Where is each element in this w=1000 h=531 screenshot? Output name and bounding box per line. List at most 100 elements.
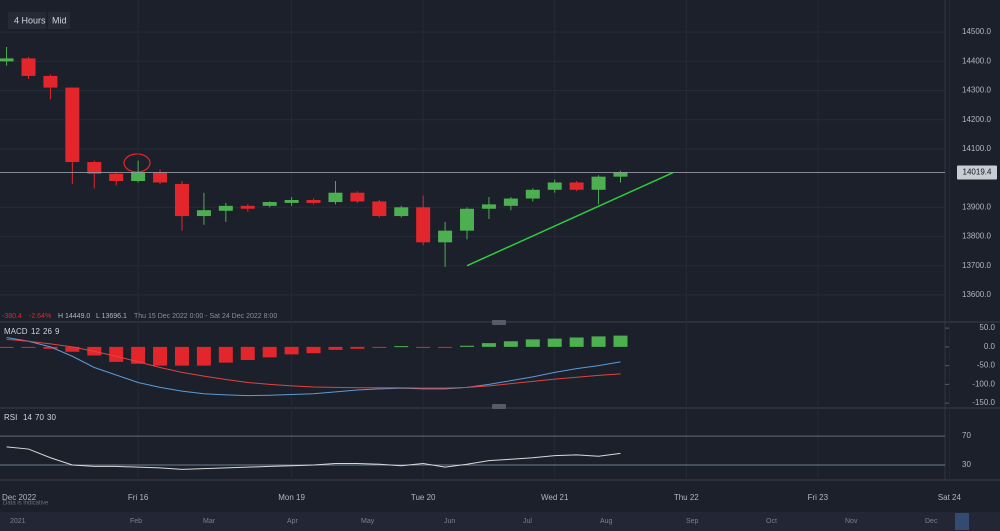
candle-body bbox=[525, 189, 540, 199]
histogram-bar bbox=[196, 346, 211, 366]
navigator-label: Dec bbox=[925, 518, 938, 525]
candle-body bbox=[240, 205, 255, 209]
x-tick-label: Sat 24 bbox=[938, 493, 962, 502]
x-tick-label: Wed 21 bbox=[541, 493, 569, 502]
info-low: L 13696.1 bbox=[96, 313, 127, 320]
candle-body bbox=[65, 87, 80, 163]
candle-body bbox=[569, 182, 584, 190]
histogram-bar bbox=[372, 346, 387, 348]
candle-body bbox=[196, 210, 211, 217]
candle-body bbox=[394, 207, 409, 217]
y-tick-label: 14200.0 bbox=[962, 115, 991, 124]
candle-body bbox=[262, 202, 277, 206]
histogram-bar bbox=[481, 343, 496, 347]
y-tick-label: 14300.0 bbox=[962, 86, 991, 95]
data-note: Data is indicative bbox=[3, 501, 49, 507]
x-tick-label: Tue 20 bbox=[411, 493, 436, 502]
price-type-label[interactable]: Mid bbox=[52, 15, 67, 25]
trendline bbox=[466, 171, 674, 267]
y-tick-label: 14100.0 bbox=[962, 144, 991, 153]
indicator-param: 9 bbox=[55, 327, 60, 336]
navigator-label: Nov bbox=[845, 518, 858, 525]
histogram-bar bbox=[547, 338, 562, 347]
candle-body bbox=[372, 201, 387, 217]
histogram-bar bbox=[0, 346, 14, 348]
navigator[interactable] bbox=[0, 512, 1000, 531]
histogram-bar bbox=[306, 346, 321, 354]
histogram-bar bbox=[591, 336, 606, 347]
histogram-bar bbox=[109, 346, 124, 362]
candle-body bbox=[87, 162, 102, 174]
signal-line bbox=[6, 338, 621, 389]
histogram-bar bbox=[503, 341, 518, 347]
candle-body bbox=[174, 183, 189, 217]
last-price-box bbox=[957, 165, 997, 180]
histogram-bar bbox=[569, 337, 584, 347]
info-change: -380.4 bbox=[2, 313, 22, 320]
navigator-window[interactable] bbox=[955, 513, 969, 530]
interval-button[interactable] bbox=[8, 12, 46, 29]
indicator-param: 30 bbox=[47, 413, 56, 422]
histogram-bar bbox=[525, 339, 540, 347]
indicator-param: 12 bbox=[31, 327, 40, 336]
candle-body bbox=[460, 208, 475, 231]
indicator-title: RSI bbox=[4, 413, 17, 422]
x-tick-label: Dec 2022 bbox=[2, 493, 37, 502]
x-tick-label: Mon 19 bbox=[278, 493, 305, 502]
macd-line bbox=[6, 337, 621, 397]
histogram-bar bbox=[328, 346, 343, 350]
histogram-bar bbox=[438, 346, 453, 348]
navigator-label: Jul bbox=[523, 518, 532, 525]
indicator-title: MACD bbox=[4, 327, 28, 336]
navigator-label: Oct bbox=[766, 518, 777, 525]
resize-handle[interactable] bbox=[492, 320, 506, 325]
histogram-bar bbox=[350, 346, 365, 349]
info-high: H 14449.0 bbox=[58, 313, 90, 320]
info-range: Thu 15 Dec 2022 0:00 - Sat 24 Dec 2022 8… bbox=[134, 313, 277, 320]
candle-body bbox=[0, 58, 14, 62]
navigator-label: Mar bbox=[203, 518, 216, 525]
indicator-param: 14 bbox=[23, 413, 32, 422]
candle-body bbox=[591, 176, 606, 190]
candle-body bbox=[547, 182, 562, 190]
navigator-label: Jun bbox=[444, 518, 455, 525]
histogram-bar bbox=[21, 346, 36, 348]
candle-body bbox=[613, 172, 628, 177]
navigator-label: Sep bbox=[686, 518, 699, 525]
y-tick-label: 30 bbox=[962, 460, 971, 469]
candle-body bbox=[438, 230, 453, 243]
candle-body bbox=[306, 200, 321, 203]
histogram-bar bbox=[394, 346, 409, 348]
y-tick-label: -100.0 bbox=[972, 379, 995, 388]
candle-body bbox=[284, 200, 299, 203]
y-tick-label: 14500.0 bbox=[962, 27, 991, 36]
histogram-bar bbox=[218, 346, 233, 363]
resize-handle[interactable] bbox=[492, 404, 506, 409]
indicator-param: 70 bbox=[35, 413, 44, 422]
highlight-circle bbox=[123, 153, 151, 173]
y-tick-label: -150.0 bbox=[972, 398, 995, 407]
navigator-label: May bbox=[361, 518, 375, 525]
candle-body bbox=[43, 75, 58, 88]
info-change-percent: -2.64% bbox=[29, 313, 51, 320]
histogram-bar bbox=[262, 346, 277, 358]
y-tick-label: 14400.0 bbox=[962, 56, 991, 65]
y-tick-label: 13900.0 bbox=[962, 202, 991, 211]
interval-label[interactable]: 4 Hours bbox=[14, 15, 46, 25]
y-tick-label: 70 bbox=[962, 431, 971, 440]
candle-body bbox=[503, 198, 518, 206]
y-tick-label: -50.0 bbox=[977, 361, 996, 370]
candle-body bbox=[416, 207, 431, 243]
histogram-bar bbox=[284, 346, 299, 355]
price-type-button[interactable] bbox=[48, 12, 70, 29]
y-tick-label: 13600.0 bbox=[962, 290, 991, 299]
candle-body bbox=[350, 192, 365, 202]
navigator-label: 2021 bbox=[10, 518, 26, 525]
y-tick-label: 13700.0 bbox=[962, 261, 991, 270]
candle-body bbox=[131, 172, 146, 182]
histogram-bar bbox=[65, 346, 80, 352]
histogram-bar bbox=[174, 346, 189, 366]
candle-body bbox=[109, 173, 124, 182]
y-tick-label: 0.0 bbox=[984, 342, 996, 351]
